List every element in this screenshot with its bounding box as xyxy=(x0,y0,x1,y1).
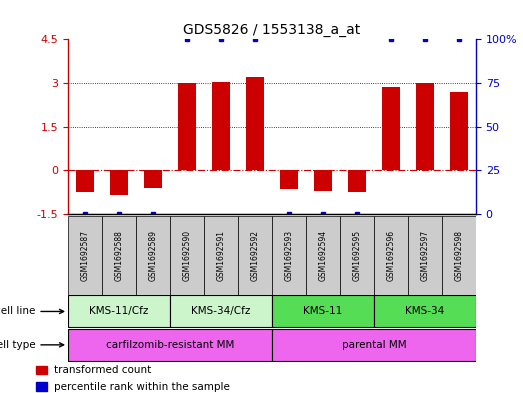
Bar xyxy=(272,296,374,327)
Text: GSM1692589: GSM1692589 xyxy=(149,230,157,281)
Bar xyxy=(136,216,170,295)
Bar xyxy=(102,216,136,295)
Text: KMS-11/Cfz: KMS-11/Cfz xyxy=(89,307,149,316)
Bar xyxy=(306,216,340,295)
Text: GSM1692588: GSM1692588 xyxy=(115,230,123,281)
Bar xyxy=(110,171,128,195)
Text: KMS-34/Cfz: KMS-34/Cfz xyxy=(191,307,251,316)
Text: GSM1692597: GSM1692597 xyxy=(420,230,429,281)
Text: GSM1692595: GSM1692595 xyxy=(353,230,361,281)
Bar xyxy=(144,171,162,188)
Bar xyxy=(450,92,468,171)
Bar xyxy=(374,216,408,295)
Text: GSM1692594: GSM1692594 xyxy=(319,230,327,281)
Text: KMS-34: KMS-34 xyxy=(405,307,445,316)
Bar xyxy=(212,82,230,171)
Text: percentile rank within the sample: percentile rank within the sample xyxy=(54,382,230,391)
Bar xyxy=(348,171,366,192)
Text: carfilzomib-resistant MM: carfilzomib-resistant MM xyxy=(106,340,234,350)
Bar xyxy=(314,171,332,191)
Text: GSM1692596: GSM1692596 xyxy=(386,230,395,281)
Bar xyxy=(170,296,272,327)
Bar xyxy=(68,329,272,361)
Text: cell type: cell type xyxy=(0,340,64,350)
Bar xyxy=(246,77,264,171)
Bar xyxy=(340,216,374,295)
Bar xyxy=(272,216,306,295)
Bar xyxy=(272,329,476,361)
Bar xyxy=(374,296,476,327)
Bar xyxy=(36,366,48,375)
Bar xyxy=(178,83,196,171)
Text: GSM1692593: GSM1692593 xyxy=(285,230,293,281)
Text: GSM1692598: GSM1692598 xyxy=(454,230,463,281)
Bar xyxy=(442,216,476,295)
Title: GDS5826 / 1553138_a_at: GDS5826 / 1553138_a_at xyxy=(184,23,360,37)
Text: GSM1692590: GSM1692590 xyxy=(183,230,191,281)
Bar xyxy=(204,216,238,295)
Bar xyxy=(170,216,204,295)
Text: KMS-11: KMS-11 xyxy=(303,307,343,316)
Text: transformed count: transformed count xyxy=(54,365,152,375)
Bar xyxy=(416,83,434,171)
Text: GSM1692591: GSM1692591 xyxy=(217,230,225,281)
Bar xyxy=(68,216,102,295)
Bar xyxy=(280,171,298,189)
Bar xyxy=(238,216,272,295)
Bar xyxy=(76,171,94,192)
Bar xyxy=(382,87,400,171)
Bar xyxy=(68,296,170,327)
Bar xyxy=(36,382,48,391)
Text: GSM1692587: GSM1692587 xyxy=(81,230,89,281)
Text: cell line: cell line xyxy=(0,307,64,316)
Text: parental MM: parental MM xyxy=(342,340,406,350)
Text: GSM1692592: GSM1692592 xyxy=(251,230,259,281)
Bar xyxy=(408,216,442,295)
